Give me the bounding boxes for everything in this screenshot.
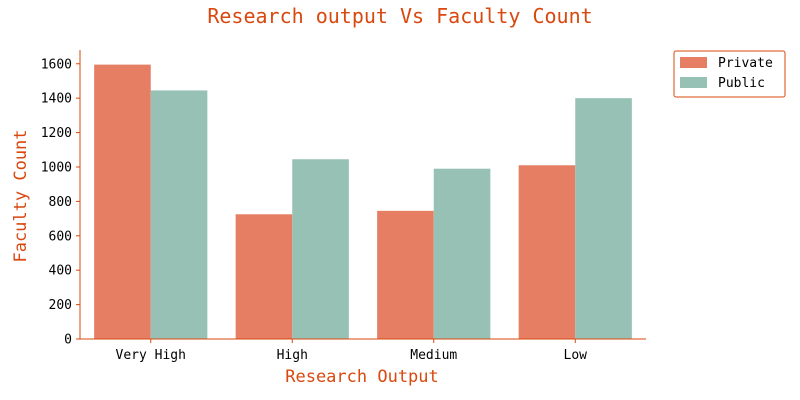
x-tick-label: Low xyxy=(564,348,588,363)
bar-public-medium xyxy=(433,168,491,339)
chart-title: Research output Vs Faculty Count xyxy=(207,4,592,28)
x-tick-label: Medium xyxy=(410,348,457,363)
bars-group xyxy=(94,64,632,340)
bar-public-low xyxy=(575,98,632,339)
bar-public-high xyxy=(292,159,349,339)
y-tick-label: 400 xyxy=(49,264,72,279)
legend-swatch-public xyxy=(680,77,707,88)
legend-label-private: Private xyxy=(718,56,773,71)
bar-private-very-high xyxy=(94,64,151,340)
x-axis-ticks: Very High High Medium Low xyxy=(116,339,588,363)
y-tick-label: 1400 xyxy=(41,92,72,107)
bar-private-low xyxy=(518,165,576,339)
x-tick-label: Very High xyxy=(116,348,186,363)
bar-private-high xyxy=(235,214,293,339)
legend: Private Public xyxy=(673,50,786,98)
y-tick-label: 1000 xyxy=(41,160,72,175)
y-tick-label: 800 xyxy=(49,195,72,210)
y-tick-label: 1600 xyxy=(41,57,72,72)
x-axis-label: Research Output xyxy=(285,367,439,387)
y-tick-label: 200 xyxy=(49,298,72,313)
y-tick-label: 0 xyxy=(64,333,72,348)
y-tick-label: 600 xyxy=(49,229,72,244)
legend-label-public: Public xyxy=(718,76,765,91)
y-axis-label: Faculty Count xyxy=(11,129,31,262)
legend-swatch-private xyxy=(680,57,707,68)
y-tick-label: 1200 xyxy=(41,126,72,141)
y-axis-ticks: 0 200 400 600 800 1000 1200 1400 1600 xyxy=(41,57,80,348)
x-tick-label: High xyxy=(277,348,308,363)
bar-private-medium xyxy=(377,210,434,339)
bar-public-very-high xyxy=(150,90,208,340)
